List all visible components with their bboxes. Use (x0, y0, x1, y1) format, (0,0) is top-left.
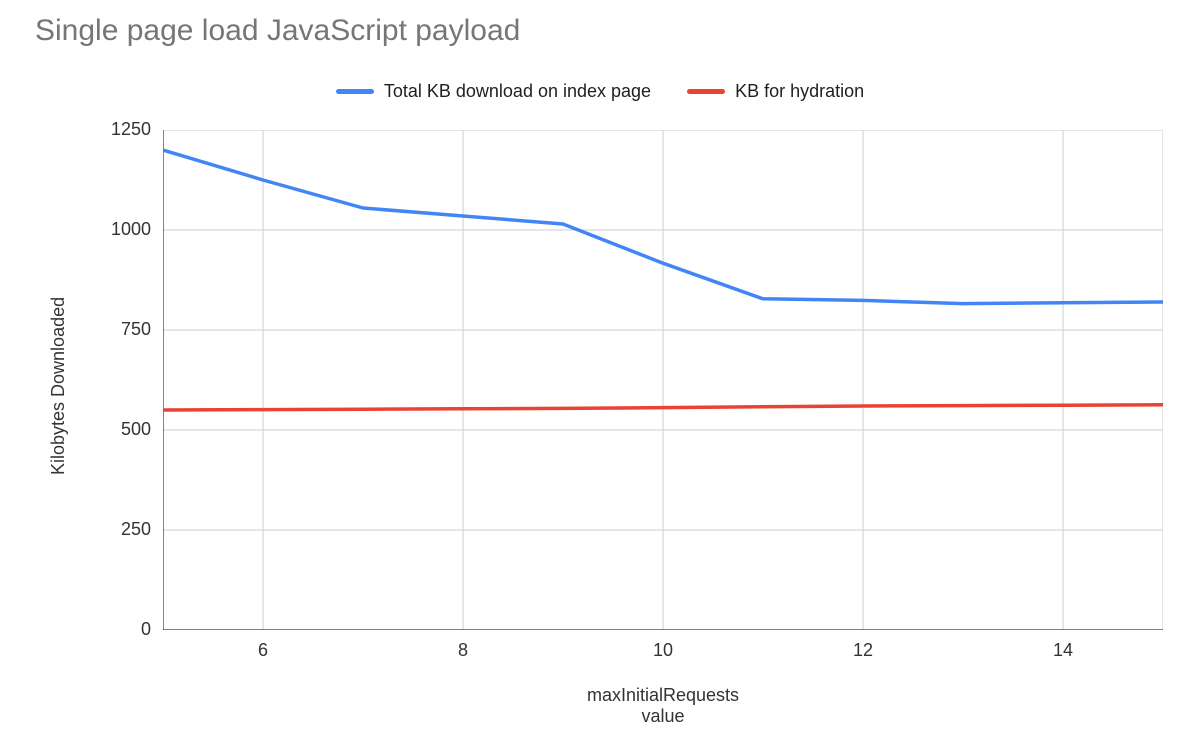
x-tick-label: 12 (843, 640, 883, 661)
legend-swatch (336, 89, 374, 94)
chart-title: Single page load JavaScript payload (35, 14, 520, 48)
y-tick-label: 1250 (111, 119, 151, 140)
y-tick-label: 500 (121, 419, 151, 440)
legend-label: Total KB download on index page (384, 81, 651, 102)
legend-swatch (687, 89, 725, 94)
chart-container: Single page load JavaScript payload Tota… (0, 0, 1200, 742)
x-axis-label: maxInitialRequests value (563, 685, 763, 727)
x-tick-label: 10 (643, 640, 683, 661)
plot-svg (163, 130, 1163, 630)
y-tick-label: 1000 (111, 219, 151, 240)
legend-label: KB for hydration (735, 81, 864, 102)
legend-item: KB for hydration (687, 81, 864, 102)
chart-legend: Total KB download on index page KB for hy… (0, 78, 1200, 102)
plot-area (163, 130, 1163, 630)
y-axis-label: Kilobytes Downloaded (48, 297, 69, 475)
y-tick-label: 250 (121, 519, 151, 540)
x-tick-label: 14 (1043, 640, 1083, 661)
y-tick-label: 750 (121, 319, 151, 340)
legend-item: Total KB download on index page (336, 81, 651, 102)
x-tick-label: 6 (243, 640, 283, 661)
y-tick-label: 0 (141, 619, 151, 640)
x-tick-label: 8 (443, 640, 483, 661)
